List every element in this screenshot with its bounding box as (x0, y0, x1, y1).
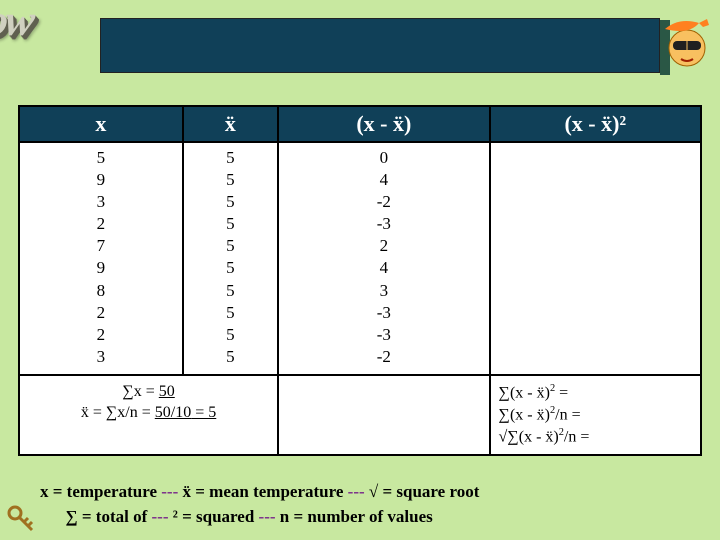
summary-left: ∑x = 50 ẍ = ∑x/n = 50/10 = 5 (19, 375, 278, 455)
legend: x = temperature --- ẍ = mean temperature… (40, 480, 700, 529)
title-band (100, 18, 660, 73)
col-mean-values: 5 5 5 5 5 5 5 5 5 5 (183, 142, 278, 375)
col-diff-values: 0 4 -2 -3 2 4 3 -3 -3 -2 (278, 142, 489, 375)
stats-table: x ẍ (x - ẍ) (x - ẍ)² 5 9 3 2 7 9 8 2 2 3… (18, 105, 702, 456)
key-icon (6, 504, 36, 534)
col-x-values: 5 9 3 2 7 9 8 2 2 3 (19, 142, 183, 375)
cartoon-face-icon (659, 15, 714, 70)
col-diffsq-values (490, 142, 701, 375)
now-wordart: now (0, 0, 35, 46)
col-header-diffsq: (x - ẍ)² (490, 106, 701, 142)
summary-mid (278, 375, 489, 455)
col-header-x: x (19, 106, 183, 142)
col-header-diff: (x - ẍ) (278, 106, 489, 142)
col-header-mean: ẍ (183, 106, 278, 142)
summary-right: ∑(x - ẍ)2 = ∑(x - ẍ)2/n = √∑(x - ẍ)2/n = (490, 375, 701, 455)
